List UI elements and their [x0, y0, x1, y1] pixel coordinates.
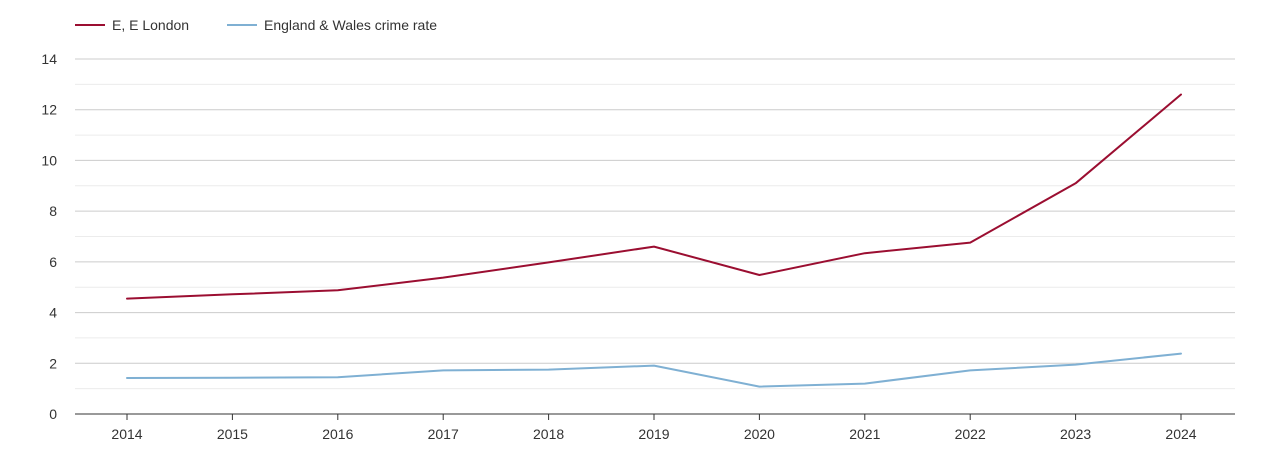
legend-item-1: E, E London — [75, 17, 189, 33]
y-tick-label: 14 — [41, 51, 57, 67]
y-tick-label: 10 — [41, 152, 57, 168]
x-tick-label: 2019 — [638, 426, 669, 442]
x-tick-label: 2023 — [1060, 426, 1091, 442]
x-tick-label: 2021 — [849, 426, 880, 442]
grid-lines — [75, 58, 1235, 390]
series-lines — [126, 93, 1182, 388]
y-axis: 0 2 4 6 8 10 12 14 — [41, 51, 57, 422]
x-tick-label: 2015 — [217, 426, 248, 442]
legend-label: England & Wales crime rate — [264, 17, 437, 33]
x-tick-label: 2014 — [111, 426, 142, 442]
y-tick-label: 8 — [49, 203, 57, 219]
legend: E, E London England & Wales crime rate — [75, 17, 437, 33]
y-tick-label: 12 — [41, 102, 57, 118]
x-tick-label: 2018 — [533, 426, 564, 442]
x-tick-label: 2016 — [322, 426, 353, 442]
legend-label: E, E London — [112, 17, 189, 33]
y-tick-label: 2 — [49, 355, 57, 371]
x-tick-label: 2024 — [1165, 426, 1196, 442]
y-tick-label: 4 — [49, 305, 57, 321]
x-tick-label: 2020 — [744, 426, 775, 442]
series-line-2 — [126, 352, 1182, 388]
y-tick-label: 6 — [49, 254, 57, 270]
x-tick-label: 2022 — [955, 426, 986, 442]
x-tick-label: 2017 — [428, 426, 459, 442]
series-line-1 — [126, 93, 1182, 300]
x-axis: 2014 2015 2016 2017 2018 2019 2020 2021 2022 2023… — [75, 413, 1235, 442]
y-tick-label: 0 — [49, 406, 57, 422]
legend-item-2: England & Wales crime rate — [227, 17, 437, 33]
